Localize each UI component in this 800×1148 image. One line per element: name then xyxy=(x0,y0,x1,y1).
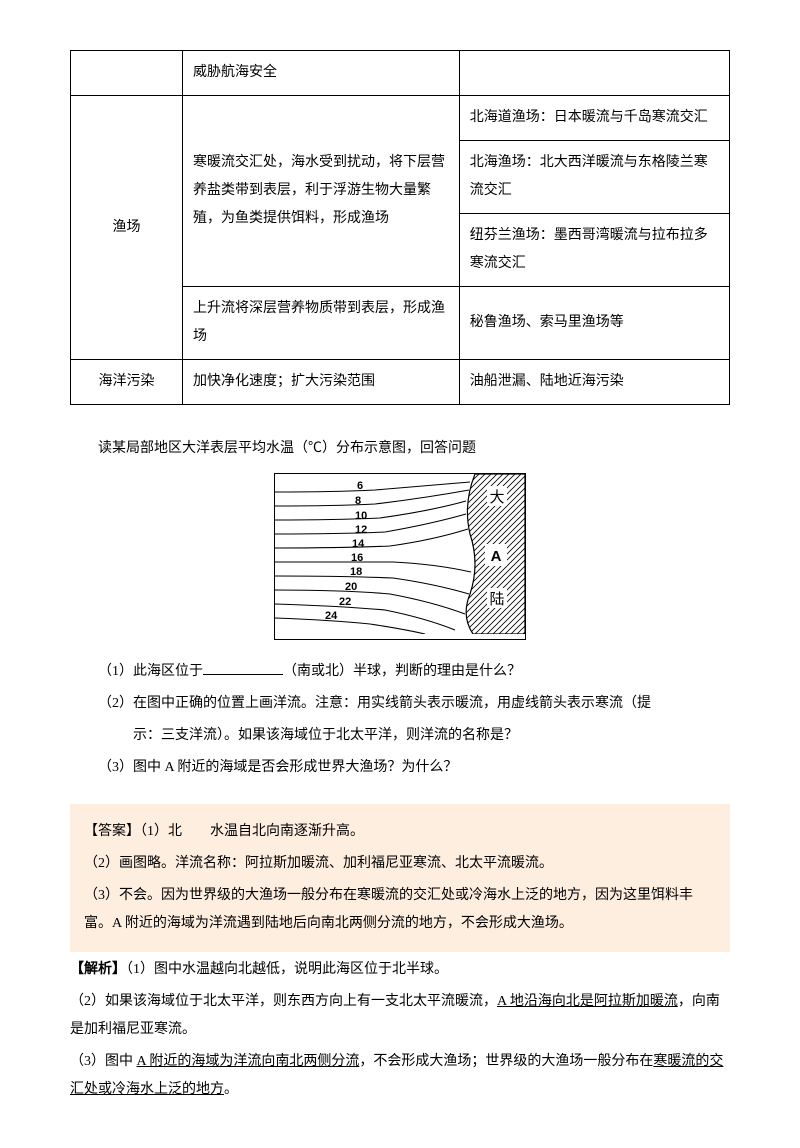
land-point-A: A xyxy=(491,548,502,565)
cell: 上升流将深层营养物质带到表层，形成渔场 xyxy=(183,287,460,360)
analysis-1-text: （1）图中水温越向北越低，说明此海区位于北半球。 xyxy=(126,962,448,977)
svg-text:14: 14 xyxy=(352,538,365,550)
answer-label: 【答案】 xyxy=(84,824,140,839)
svg-text:10: 10 xyxy=(355,510,367,522)
cell: 秘鲁渔场、索马里渔场等 xyxy=(459,287,729,360)
cell: 威胁航海安全 xyxy=(183,51,460,96)
analysis-2: （2）如果该海域位于北太平洋，则东西方向上有一支北太平流暖流，A 地沿海向北是阿… xyxy=(70,988,730,1044)
cell-category-fishery: 渔场 xyxy=(71,96,183,360)
answer-box: 【答案】（1）北 水温自北向南逐渐升高。 （2）画图略。洋流名称：阿拉斯加暖流、… xyxy=(70,804,730,952)
ana2b: A 地沿海向北是阿拉斯加暖流 xyxy=(497,994,678,1009)
cell-category-pollution: 海洋污染 xyxy=(71,360,183,405)
table-row: 威胁航海安全 xyxy=(71,51,730,96)
cell-empty xyxy=(459,51,729,96)
cell: 寒暖流交汇处，海水受到扰动，将下层营养盐类带到表层，利于浮游生物大量繁殖，为鱼类… xyxy=(183,96,460,287)
table-row: 渔场 寒暖流交汇处，海水受到扰动，将下层营养盐类带到表层，利于浮游生物大量繁殖，… xyxy=(71,96,730,141)
land-label-top: 大 xyxy=(489,489,504,506)
analysis-1: 【解析】（1）图中水温越向北越低，说明此海区位于北半球。 xyxy=(70,956,730,984)
cell: 纽芬兰渔场：墨西哥湾暖流与拉布拉多寒流交汇 xyxy=(459,214,729,287)
ana3e: 。 xyxy=(224,1082,238,1097)
ana3b: A 附近的海域为洋流向南北两侧分流 xyxy=(137,1054,360,1069)
question-2a: （2）在图中正确的位置上画洋流。注意：用实线箭头表示暖流，用虚线箭头表示寒流（提 xyxy=(70,690,730,718)
answer-2: （2）画图略。洋流名称：阿拉斯加暖流、加利福尼亚寒流、北太平流暖流。 xyxy=(84,850,716,878)
q1-pre: （1）此海区位于 xyxy=(98,664,203,679)
cell: 北海道渔场：日本暖流与千岛寒流交汇 xyxy=(459,96,729,141)
cell: 加快净化速度；扩大污染范围 xyxy=(183,360,460,405)
svg-text:24: 24 xyxy=(325,610,338,622)
svg-text:6: 6 xyxy=(357,480,363,492)
fill-blank xyxy=(203,660,283,675)
question-3: （3）图中 A 附近的海域是否会形成世界大渔场？为什么？ xyxy=(70,754,730,782)
answer-1-text: （1）北 水温自北向南逐渐升高。 xyxy=(140,824,364,839)
currents-table: 威胁航海安全 渔场 寒暖流交汇处，海水受到扰动，将下层营养盐类带到表层，利于浮游… xyxy=(70,50,730,405)
analysis-block: 【解析】（1）图中水温越向北越低，说明此海区位于北半球。 （2）如果该海域位于北… xyxy=(70,956,730,1104)
ana3a: （3）图中 xyxy=(70,1054,137,1069)
land-label-bottom: 陆 xyxy=(489,591,504,608)
table-row: 海洋污染 加快净化速度；扩大污染范围 油船泄漏、陆地近海污染 xyxy=(71,360,730,405)
question-1: （1）此海区位于 （南或北）半球，判断的理由是什么？ xyxy=(70,658,730,686)
svg-text:12: 12 xyxy=(355,524,367,536)
diagram-wrap: 大 A 陆 6 8 10 xyxy=(70,473,730,640)
cell-empty xyxy=(71,51,183,96)
ana3c: ，不会形成大渔场；世界级的大渔场一般分布在 xyxy=(359,1054,653,1069)
analysis-3: （3）图中 A 附近的海域为洋流向南北两侧分流，不会形成大渔场；世界级的大渔场一… xyxy=(70,1048,730,1104)
svg-text:22: 22 xyxy=(339,596,351,608)
answer-3: （3）不会。因为世界级的大渔场一般分布在寒暖流的交汇处或冷海水上泛的地方，因为这… xyxy=(84,882,716,938)
isotherm-svg: 大 A 陆 6 8 10 xyxy=(275,474,525,634)
question-2b: 示：三支洋流）。如果该海域位于北太平洋，则洋流的名称是？ xyxy=(70,722,730,750)
analysis-label: 【解析】 xyxy=(70,962,126,977)
svg-text:20: 20 xyxy=(345,581,357,593)
question-intro: 读某局部地区大洋表层平均水温（℃）分布示意图，回答问题 xyxy=(70,435,730,463)
svg-text:8: 8 xyxy=(355,495,361,507)
svg-text:16: 16 xyxy=(351,552,363,564)
q1-post: （南或北）半球，判断的理由是什么？ xyxy=(283,664,521,679)
answer-1: 【答案】（1）北 水温自北向南逐渐升高。 xyxy=(84,818,716,846)
ana2a: （2）如果该海域位于北太平洋，则东西方向上有一支北太平流暖流， xyxy=(70,994,497,1009)
isotherm-diagram: 大 A 陆 6 8 10 xyxy=(274,473,526,640)
cell: 油船泄漏、陆地近海污染 xyxy=(459,360,729,405)
cell: 北海渔场：北大西洋暖流与东格陵兰寒流交汇 xyxy=(459,141,729,214)
svg-text:18: 18 xyxy=(350,566,362,578)
